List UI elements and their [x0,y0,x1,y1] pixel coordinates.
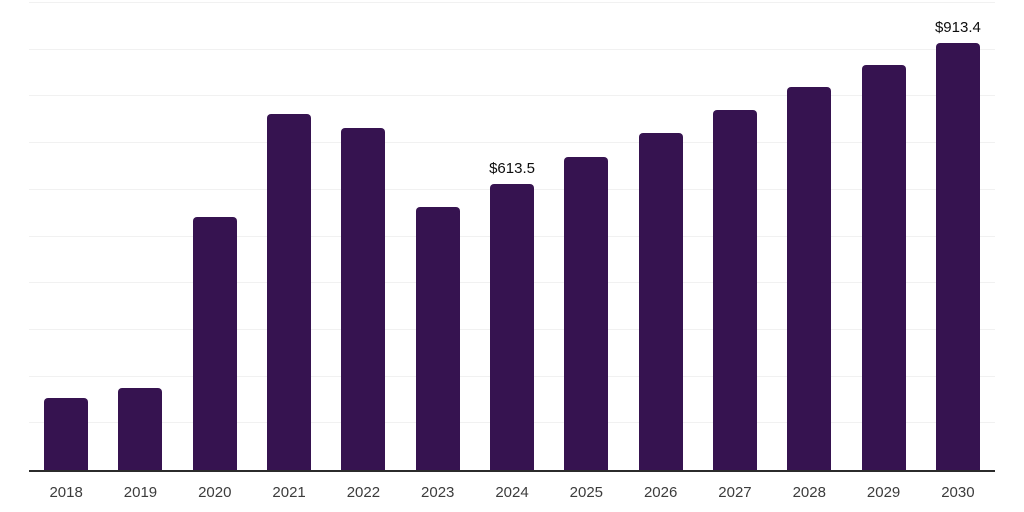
x-axis-line [29,470,995,472]
gridline [29,95,995,97]
bar-2020 [192,217,237,470]
x-axis-tick-labels: 2018 2019 2020 2021 2022 2023 2024 2025 2026 2027… [29,484,995,502]
gridline [29,48,995,50]
bar-slot-2021 [252,0,326,470]
bar-2029 [861,65,906,470]
bar-2024 [490,183,535,470]
bar-2027 [712,110,757,470]
bar-2025 [564,157,609,470]
x-tick-label-2024: 2024 [495,484,529,501]
x-tick-label-2019: 2019 [123,484,158,501]
bar-slot-2029 [846,0,920,470]
x-tick-label-2020: 2020 [198,484,232,501]
bar-slot-2022 [326,0,400,470]
x-tick-label-2021: 2021 [272,484,306,501]
bar-slot-2028 [772,0,846,470]
bar-slot-2023 [401,0,475,470]
gridline [29,142,995,144]
bar-slot-2019 [103,0,177,470]
bar-2023 [415,207,460,470]
bar-series: $613.5 $913.4 [29,0,995,470]
x-tick-label-2025: 2025 [569,484,604,501]
bar-slot-2025 [549,0,623,470]
x-tick-label-2028: 2028 [792,484,826,501]
bar-2028 [787,87,832,470]
gridline [29,2,995,3]
x-tick-label-2030: 2030 [941,484,975,501]
bar-value-label-2030: $913.4 [934,19,981,37]
bar-slot-2027 [698,0,772,470]
x-tick-label-2023: 2023 [421,484,455,501]
bar-2018 [44,398,89,470]
bar-slot-2030: $913.4 [921,0,995,470]
bar-2030 [935,43,980,470]
x-tick-label-2026: 2026 [643,484,678,501]
bar-2021 [267,113,312,470]
plot-area: $613.5 $913.4 [29,0,995,472]
bar-2022 [341,127,386,470]
bar-slot-2024: $613.5 [475,0,549,470]
bar-2026 [638,133,683,470]
bar-slot-2020 [178,0,252,470]
bar-slot-2026 [624,0,698,470]
bar-2019 [118,388,163,470]
x-tick-label-2029: 2029 [866,484,901,501]
x-tick-label-2027: 2027 [718,484,752,501]
x-tick-label-2018: 2018 [49,484,83,501]
x-tick-label-2022: 2022 [346,484,381,501]
bar-value-label-2024: $613.5 [489,159,535,177]
bar-slot-2018 [29,0,103,470]
